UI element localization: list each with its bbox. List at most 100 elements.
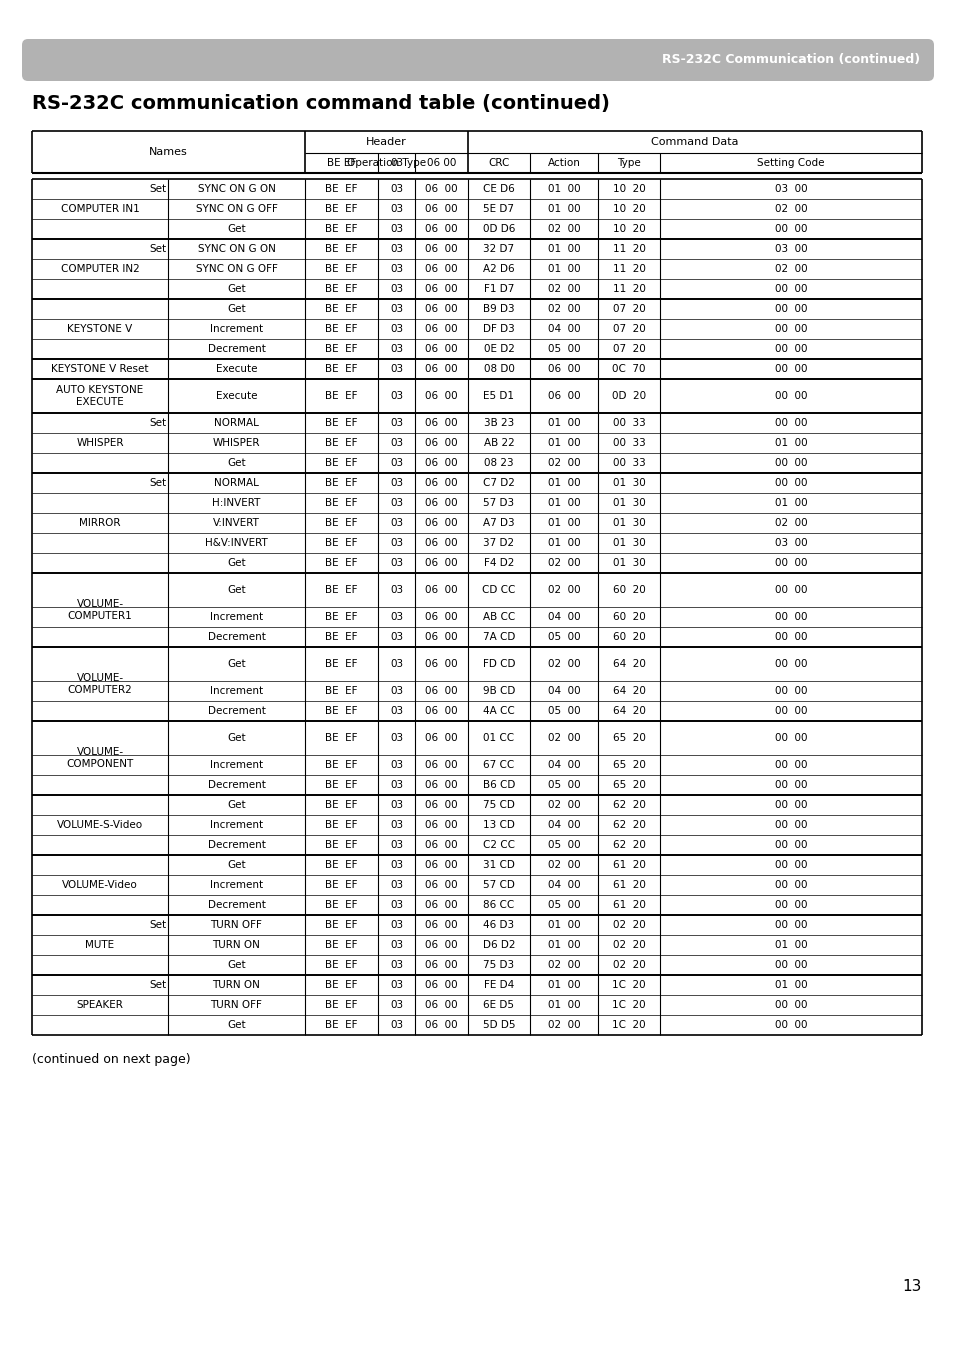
Text: 7A CD: 7A CD	[482, 631, 515, 642]
Text: 0D D6: 0D D6	[482, 224, 515, 233]
Text: 00  00: 00 00	[774, 960, 806, 970]
Text: 11  20: 11 20	[612, 285, 645, 294]
Text: 11  20: 11 20	[612, 244, 645, 254]
Text: BE  EF: BE EF	[325, 344, 357, 353]
Text: BE  EF: BE EF	[325, 264, 357, 274]
Text: 02  00: 02 00	[774, 518, 806, 527]
Text: 31 CD: 31 CD	[482, 861, 515, 870]
Text: 07  20: 07 20	[612, 304, 644, 314]
Text: 01  00: 01 00	[547, 940, 579, 950]
Text: MUTE: MUTE	[86, 940, 114, 950]
Text: Increment: Increment	[210, 820, 263, 830]
Text: 06  00: 06 00	[425, 780, 457, 791]
Text: 03: 03	[390, 759, 402, 770]
Text: BE  EF: BE EF	[325, 861, 357, 870]
FancyBboxPatch shape	[22, 39, 933, 81]
Text: BE  EF: BE EF	[325, 183, 357, 194]
Text: VOLUME-
COMPONENT: VOLUME- COMPONENT	[67, 747, 133, 769]
Text: 06  00: 06 00	[425, 759, 457, 770]
Text: H&V:INVERT: H&V:INVERT	[205, 538, 268, 548]
Text: 00  33: 00 33	[612, 438, 644, 448]
Text: C2 CC: C2 CC	[482, 840, 515, 850]
Text: BE  EF: BE EF	[325, 960, 357, 970]
Text: BE  EF: BE EF	[325, 900, 357, 911]
Text: 57 D3: 57 D3	[483, 498, 514, 509]
Text: BE  EF: BE EF	[325, 1000, 357, 1010]
Text: Get: Get	[227, 1020, 246, 1031]
Text: VOLUME-S-Video: VOLUME-S-Video	[57, 820, 143, 830]
Text: Increment: Increment	[210, 612, 263, 622]
Text: 02  00: 02 00	[547, 800, 579, 809]
Text: Action: Action	[547, 158, 579, 169]
Text: 02  00: 02 00	[547, 585, 579, 595]
Text: Get: Get	[227, 960, 246, 970]
Text: 04  00: 04 00	[547, 880, 579, 890]
Text: BE  EF: BE EF	[325, 780, 357, 791]
Text: 06  00: 06 00	[425, 364, 457, 374]
Text: 9B CD: 9B CD	[482, 687, 515, 696]
Text: 00  00: 00 00	[774, 631, 806, 642]
Text: 65  20: 65 20	[612, 780, 645, 791]
Text: Get: Get	[227, 459, 246, 468]
Text: 00  00: 00 00	[774, 820, 806, 830]
Text: 06  00: 06 00	[425, 285, 457, 294]
Text: VOLUME-
COMPUTER2: VOLUME- COMPUTER2	[68, 673, 132, 695]
Text: BE  EF: BE EF	[325, 880, 357, 890]
Text: 02  00: 02 00	[547, 1020, 579, 1031]
Text: 03: 03	[390, 1020, 402, 1031]
Text: 65  20: 65 20	[612, 733, 645, 743]
Text: 06  00: 06 00	[425, 820, 457, 830]
Text: 05  00: 05 00	[547, 344, 579, 353]
Text: 04  00: 04 00	[547, 820, 579, 830]
Text: (continued on next page): (continued on next page)	[32, 1054, 191, 1066]
Text: 06  00: 06 00	[425, 1020, 457, 1031]
Text: BE  EF: BE EF	[325, 759, 357, 770]
Text: Command Data: Command Data	[651, 138, 738, 147]
Text: Decrement: Decrement	[208, 840, 265, 850]
Text: 64  20: 64 20	[612, 687, 645, 696]
Text: VOLUME-Video: VOLUME-Video	[62, 880, 138, 890]
Text: 06  00: 06 00	[425, 900, 457, 911]
Text: 03: 03	[390, 244, 402, 254]
Text: 00  00: 00 00	[774, 344, 806, 353]
Text: Increment: Increment	[210, 687, 263, 696]
Text: 6E D5: 6E D5	[483, 1000, 514, 1010]
Text: 00  00: 00 00	[774, 880, 806, 890]
Text: Set: Set	[150, 478, 167, 488]
Text: 01  00: 01 00	[547, 920, 579, 929]
Text: 06  00: 06 00	[425, 418, 457, 428]
Text: 06  00: 06 00	[425, 861, 457, 870]
Text: 07  20: 07 20	[612, 344, 644, 353]
Text: 06  00: 06 00	[425, 687, 457, 696]
Text: BE  EF: BE EF	[325, 733, 357, 743]
Text: 03: 03	[390, 612, 402, 622]
Text: 03: 03	[390, 391, 402, 401]
Text: 37 D2: 37 D2	[483, 538, 514, 548]
Text: Setting Code: Setting Code	[757, 158, 824, 169]
Text: 06  00: 06 00	[425, 960, 457, 970]
Text: Increment: Increment	[210, 759, 263, 770]
Text: 06  00: 06 00	[425, 304, 457, 314]
Text: BE  EF: BE EF	[325, 940, 357, 950]
Text: 03: 03	[390, 344, 402, 353]
Text: 00  00: 00 00	[774, 285, 806, 294]
Text: 65  20: 65 20	[612, 759, 645, 770]
Text: 03: 03	[390, 687, 402, 696]
Text: 03: 03	[390, 585, 402, 595]
Text: BE  EF: BE EF	[325, 1020, 357, 1031]
Text: 02  00: 02 00	[547, 459, 579, 468]
Text: Execute: Execute	[215, 391, 257, 401]
Text: BE  EF: BE EF	[325, 518, 357, 527]
Text: 03: 03	[390, 418, 402, 428]
Text: BE  EF: BE EF	[325, 324, 357, 335]
Text: 02  00: 02 00	[547, 660, 579, 669]
Text: 00  00: 00 00	[774, 418, 806, 428]
Text: 00  00: 00 00	[774, 920, 806, 929]
Text: 06  00: 06 00	[547, 391, 579, 401]
Text: 1C  20: 1C 20	[612, 979, 645, 990]
Text: 06  00: 06 00	[425, 244, 457, 254]
Text: BE  EF: BE EF	[325, 304, 357, 314]
Text: 01  00: 01 00	[547, 418, 579, 428]
Text: F4 D2: F4 D2	[483, 558, 514, 568]
Text: 02  20: 02 20	[612, 960, 644, 970]
